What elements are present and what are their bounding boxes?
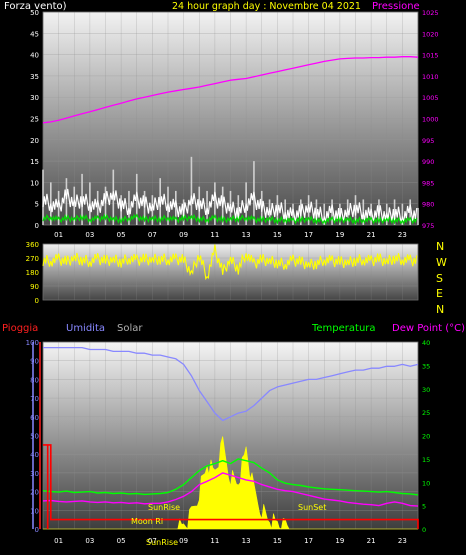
- pressure-y2tick-label: 980: [422, 201, 434, 209]
- dewpoint-axis-label: Dew Point (°C): [392, 323, 465, 334]
- top-xtick-label: 17: [304, 231, 313, 239]
- temperature-y2tick-label: 0: [422, 526, 426, 534]
- top-xtick-label: 21: [367, 231, 376, 239]
- moonrise-annotation: Moon Ri: [131, 517, 163, 526]
- wind-ytick-label: 20: [30, 137, 39, 145]
- direction-ytick-label: 360: [26, 241, 39, 249]
- bottom-xtick-label: 23: [398, 537, 407, 545]
- direction-label-w: W: [436, 256, 447, 269]
- top-xtick-label: 03: [85, 231, 94, 239]
- rain-axis-label: Pioggia: [2, 323, 38, 334]
- top-xtick-label: 13: [242, 231, 251, 239]
- pressure-y2tick-label: 1010: [422, 73, 439, 81]
- bottom-xtick-label: 07: [148, 537, 157, 545]
- bottom-xtick-label: 19: [335, 537, 344, 545]
- temperature-y2tick-label: 40: [422, 339, 430, 347]
- wind-direction-line: [42, 244, 418, 281]
- humidity-ytick-label: 70: [30, 395, 39, 403]
- bottom-xtick-label: 21: [367, 537, 376, 545]
- wind-ytick-label: 45: [30, 30, 39, 38]
- wind-axis-label: Forza vento): [4, 1, 67, 12]
- direction-ytick-label: 180: [26, 269, 39, 277]
- wind-ytick-label: 15: [30, 158, 39, 166]
- humidity-axis-label: Umidita: [66, 323, 105, 334]
- pressure-y2tick-label: 1005: [422, 94, 439, 102]
- top-xtick-label: 09: [179, 231, 188, 239]
- temperature-y2tick-label: 15: [422, 456, 430, 464]
- humidity-ytick-label: 10: [30, 507, 39, 515]
- humidity-ytick-label: 80: [30, 376, 39, 384]
- humidity-ytick-label: 0: [35, 526, 39, 534]
- direction-ytick-label: 0: [35, 297, 39, 305]
- sunset-annotation: SunSet: [298, 503, 326, 512]
- wind-ytick-label: 30: [30, 94, 39, 102]
- pressure-y2tick-label: 985: [422, 179, 434, 187]
- humidity-line: [43, 346, 419, 422]
- bottom-xtick-label: 03: [85, 537, 94, 545]
- bottom-xtick-label: 05: [117, 537, 126, 545]
- direction-label-n-bottom: N: [436, 303, 444, 316]
- direction-label-e: E: [436, 287, 443, 300]
- temperature-axis-label: Temperatura: [311, 323, 376, 334]
- direction-ytick-label: 90: [30, 283, 39, 291]
- pressure-y2tick-label: 995: [422, 137, 434, 145]
- wind-ytick-label: 5: [35, 201, 39, 209]
- pressure-y2tick-label: 1020: [422, 30, 439, 38]
- top-xtick-label: 11: [210, 231, 219, 239]
- humidity-ytick-label: 50: [30, 433, 39, 441]
- bottom-xtick-label: 01: [54, 537, 63, 545]
- bottom-xtick-label: 17: [304, 537, 313, 545]
- sunrise-bottom-annotation: SunRise: [146, 538, 178, 547]
- temperature-y2tick-label: 35: [422, 362, 430, 370]
- dewpoint-line: [42, 472, 419, 507]
- top-xtick-label: 01: [54, 231, 63, 239]
- rain-line: [43, 444, 419, 529]
- solar-area: [43, 436, 418, 530]
- pressure-y2tick-label: 1015: [422, 52, 439, 60]
- temperature-y2tick-label: 10: [422, 479, 430, 487]
- wind-average-line: [42, 213, 418, 226]
- bottom-xtick-label: 11: [210, 537, 219, 545]
- wind-ytick-label: 0: [35, 222, 39, 230]
- top-xtick-label: 19: [335, 231, 344, 239]
- wind-speed-line: [42, 188, 418, 224]
- panel-frame: [42, 243, 419, 301]
- bottom-xtick-label: 15: [273, 537, 282, 545]
- pressure-axis-label: Pressione: [372, 1, 420, 12]
- wind-ytick-label: 10: [30, 179, 39, 187]
- direction-ytick-label: 270: [26, 255, 39, 263]
- direction-label-s: S: [436, 272, 443, 285]
- humidity-ytick-label: 30: [30, 470, 39, 478]
- humidity-ytick-label: 40: [30, 451, 39, 459]
- top-xtick-label: 23: [398, 231, 407, 239]
- pressure-y2tick-label: 990: [422, 158, 434, 166]
- temperature-line: [42, 458, 419, 496]
- pressure-y2tick-label: 975: [422, 222, 434, 230]
- sunrise-annotation: SunRise: [148, 503, 180, 512]
- pressure-y2tick-label: 1000: [422, 116, 439, 124]
- temperature-y2tick-label: 5: [422, 503, 426, 511]
- humidity-ytick-label: 90: [30, 358, 39, 366]
- wind-ytick-label: 50: [30, 9, 39, 17]
- top-xtick-label: 15: [273, 231, 282, 239]
- temperature-y2tick-label: 25: [422, 409, 430, 417]
- top-xtick-label: 05: [117, 231, 126, 239]
- top-xtick-label: 07: [148, 231, 157, 239]
- humidity-ytick-label: 60: [30, 414, 39, 422]
- pressure-line: [42, 56, 419, 124]
- temperature-y2tick-label: 20: [422, 433, 430, 441]
- wind-ytick-label: 35: [30, 73, 39, 81]
- temperature-y2tick-label: 30: [422, 386, 430, 394]
- humidity-ytick-label: 20: [30, 489, 39, 497]
- bottom-xtick-label: 09: [179, 537, 188, 545]
- pressure-y2tick-label: 1025: [422, 9, 439, 17]
- direction-label-n: N: [436, 240, 444, 253]
- bottom-xtick-label: 13: [242, 537, 251, 545]
- solar-axis-label: Solar: [117, 323, 143, 334]
- wind-ytick-label: 40: [30, 52, 39, 60]
- wind-ytick-label: 25: [30, 116, 39, 124]
- chart-title: 24 hour graph day : Novembre 04 2021: [172, 1, 361, 12]
